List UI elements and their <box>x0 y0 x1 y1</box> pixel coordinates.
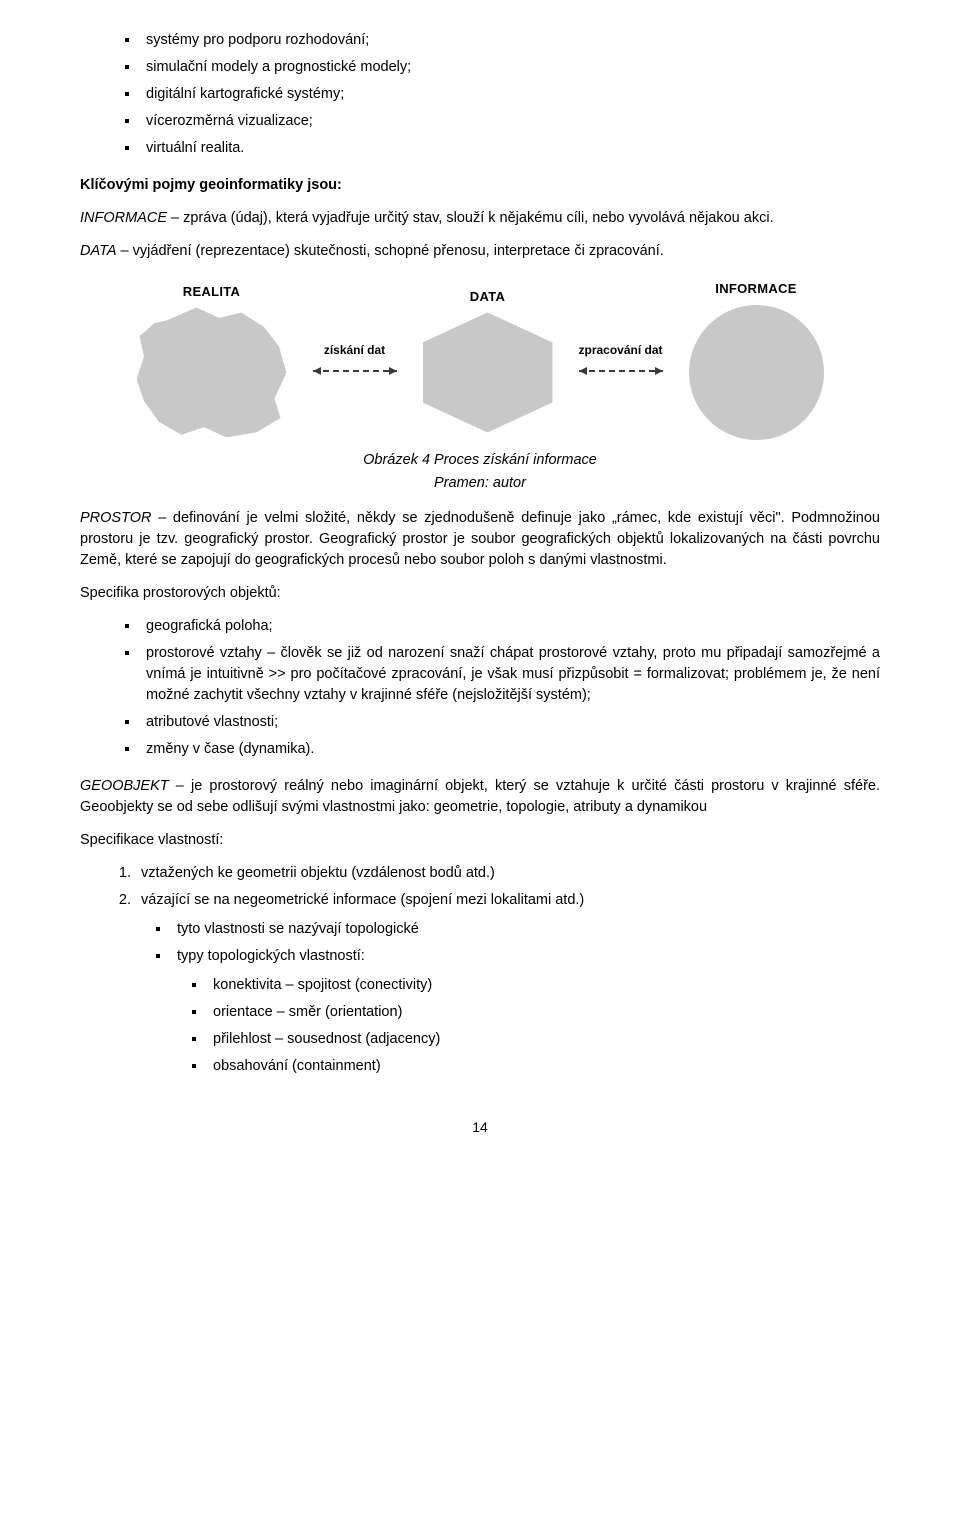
edge-zpracovani: zpracování dat <box>571 342 671 377</box>
arrow-icon <box>305 364 405 378</box>
node-informace: INFORMACE <box>689 280 824 440</box>
list-topologicke: tyto vlastnosti se nazývají topologické … <box>141 919 880 1077</box>
list-item: vázající se na negeometrické informace (… <box>135 890 880 1077</box>
list-item: geografická poloha; <box>140 616 880 637</box>
list-item: vícerozměrná vizualizace; <box>140 111 880 132</box>
list-intro: systémy pro podporu rozhodování; simulač… <box>80 30 880 159</box>
list-item: simulační modely a prognostické modely; <box>140 57 880 78</box>
page-number: 14 <box>80 1117 880 1137</box>
ordered-list-vlastnosti: vztažených ke geometrii objektu (vzdálen… <box>80 863 880 1077</box>
node-realita: REALITA <box>137 283 287 438</box>
text: – vyjádření (reprezentace) skutečnosti, … <box>117 243 664 259</box>
text: – zpráva (údaj), která vyjadřuje určitý … <box>167 210 774 226</box>
paragraph-informace: INFORMACE – zpráva (údaj), která vyjadřu… <box>80 208 880 229</box>
list-item: prostorové vztahy – člověk se již od nar… <box>140 643 880 706</box>
figure-source: Pramen: autor <box>80 473 880 494</box>
list-item: změny v čase (dynamika). <box>140 739 880 760</box>
term-data: DATA <box>80 243 117 259</box>
node-label: DATA <box>470 288 505 307</box>
circle-shape <box>689 305 824 440</box>
text: vázající se na negeometrické informace (… <box>141 892 584 908</box>
list-item: obsahování (containment) <box>207 1056 880 1077</box>
process-diagram: REALITA získání dat DATA zpracování dat … <box>80 280 880 440</box>
list-item: konektivita – spojitost (conectivity) <box>207 975 880 996</box>
paragraph-data: DATA – vyjádření (reprezentace) skutečno… <box>80 241 880 262</box>
term-prostor: PROSTOR <box>80 510 151 526</box>
list-item: přilehlost – sousednost (adjacency) <box>207 1029 880 1050</box>
list-specifika: geografická poloha; prostorové vztahy – … <box>80 616 880 760</box>
list-item: atributové vlastnosti; <box>140 712 880 733</box>
paragraph-prostor: PROSTOR – definování je velmi složité, n… <box>80 508 880 571</box>
paragraph-keyterms: Klíčovými pojmy geoinformatiky jsou: <box>80 175 880 196</box>
text: – definování je velmi složité, někdy se … <box>80 510 880 568</box>
hex-shape <box>423 312 553 432</box>
paragraph-geoobjekt: GEOOBJEKT – je prostorový reálný nebo im… <box>80 776 880 818</box>
text: typy topologických vlastností: <box>177 948 365 964</box>
list-item: typy topologických vlastností: konektivi… <box>171 946 880 1077</box>
edge-ziskani: získání dat <box>305 342 405 377</box>
edge-label: získání dat <box>324 342 385 359</box>
arrow-icon <box>571 364 671 378</box>
text: – je prostorový reálný nebo imaginární o… <box>80 778 880 815</box>
list-item: orientace – směr (orientation) <box>207 1002 880 1023</box>
list-item: systémy pro podporu rozhodování; <box>140 30 880 51</box>
paragraph-specifika: Specifika prostorových objektů: <box>80 583 880 604</box>
figure-caption: Obrázek 4 Proces získání informace <box>80 450 880 471</box>
node-label: INFORMACE <box>715 280 796 299</box>
paragraph-spec-vlastnosti: Specifikace vlastností: <box>80 830 880 851</box>
list-item: virtuální realita. <box>140 138 880 159</box>
list-typy-topo: konektivita – spojitost (conectivity) or… <box>177 975 880 1077</box>
node-label: REALITA <box>183 283 240 302</box>
list-item: tyto vlastnosti se nazývají topologické <box>171 919 880 940</box>
bold-text: Klíčovými pojmy geoinformatiky jsou: <box>80 177 342 193</box>
term-informace: INFORMACE <box>80 210 167 226</box>
node-data: DATA <box>423 288 553 433</box>
list-item: vztažených ke geometrii objektu (vzdálen… <box>135 863 880 884</box>
term-geoobjekt: GEOOBJEKT <box>80 778 169 794</box>
list-item: digitální kartografické systémy; <box>140 84 880 105</box>
blob-shape <box>137 307 287 437</box>
edge-label: zpracování dat <box>578 342 662 359</box>
